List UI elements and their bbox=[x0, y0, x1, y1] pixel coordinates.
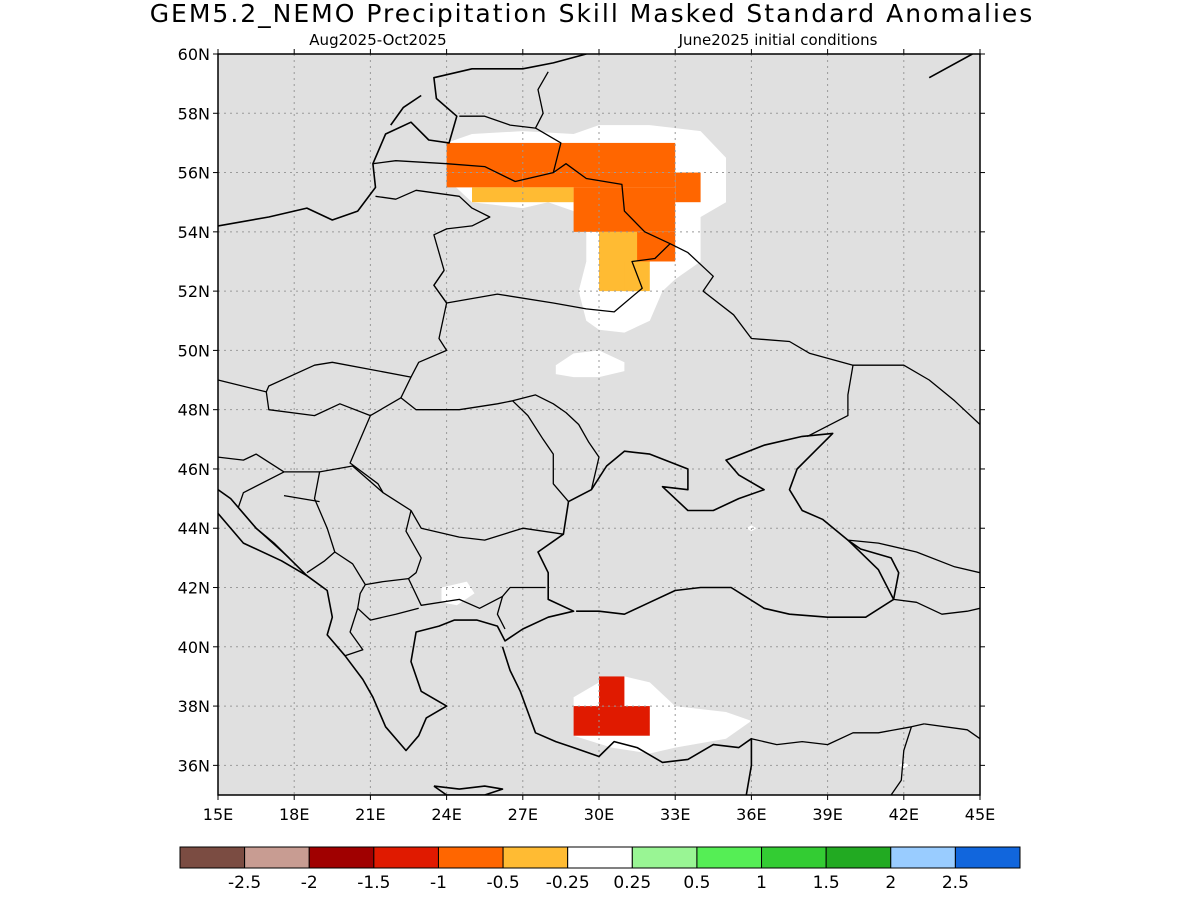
colorbar-label: 1 bbox=[756, 873, 767, 893]
border-line-10 bbox=[218, 453, 320, 473]
lat-tick-label: 42N bbox=[178, 579, 210, 598]
border-line-2 bbox=[400, 376, 600, 490]
coastlines bbox=[218, 54, 973, 795]
coastline-3 bbox=[501, 646, 753, 795]
coastline-2 bbox=[218, 432, 895, 752]
neutral-region-3 bbox=[441, 581, 475, 606]
colorbar-label: 2 bbox=[885, 873, 896, 893]
neutral-region-1 bbox=[555, 350, 625, 378]
coastline-0 bbox=[218, 54, 587, 227]
longitude-axis: 15E 18E 21E 24E 27E 30E 33E 36E 39E 42E 45E bbox=[203, 49, 995, 824]
border-line-7 bbox=[357, 577, 419, 621]
lat-tick-label: 36N bbox=[178, 756, 210, 775]
colorbar-swatch-6 bbox=[567, 846, 633, 869]
border-line-17 bbox=[893, 598, 980, 615]
country-borders bbox=[218, 71, 980, 795]
border-line-19 bbox=[751, 723, 925, 746]
border-line-13 bbox=[283, 494, 320, 503]
colorbar-label: 0.5 bbox=[683, 873, 710, 893]
anomaly-cell-1 bbox=[446, 172, 472, 188]
border-line-1 bbox=[218, 270, 448, 393]
lon-tick-label: 21E bbox=[355, 805, 385, 824]
border-line-5 bbox=[405, 510, 546, 609]
lon-tick-label: 18E bbox=[279, 805, 309, 824]
lat-tick-label: 44N bbox=[178, 519, 210, 538]
border-line-20 bbox=[890, 726, 913, 795]
lat-tick-label: 56N bbox=[178, 164, 210, 183]
colorbar-label: 2.5 bbox=[942, 873, 969, 893]
anomaly-cell-4 bbox=[675, 172, 701, 203]
colorbar-swatch-7 bbox=[631, 846, 698, 869]
coastline-5 bbox=[218, 489, 308, 577]
colorbar-label: -2 bbox=[301, 873, 318, 893]
colorbar-label: -0.5 bbox=[486, 873, 519, 893]
border-line-8 bbox=[344, 608, 364, 657]
colorbar-swatch-3 bbox=[373, 846, 439, 869]
colorbar-swatch-9 bbox=[761, 846, 827, 869]
lon-tick-label: 24E bbox=[431, 805, 461, 824]
anomaly-cell-0 bbox=[446, 142, 676, 173]
lon-tick-label: 33E bbox=[660, 805, 690, 824]
colorbar-swatch-2 bbox=[308, 846, 375, 869]
border-line-18 bbox=[847, 539, 980, 574]
colorbar-label: -0.25 bbox=[546, 873, 590, 893]
anomaly-cell-10 bbox=[599, 676, 625, 707]
latitude-axis: 60N 58N 56N 54N 52N 50N 48N 46N 44N 42N 40N 38N 36N bbox=[178, 45, 985, 775]
lon-tick-label: 30E bbox=[584, 805, 614, 824]
coastline-7 bbox=[928, 54, 973, 79]
lat-tick-label: 58N bbox=[178, 104, 210, 123]
map-gridlines bbox=[218, 54, 980, 795]
colorbar-label: 1.5 bbox=[813, 873, 840, 893]
lat-tick-label: 40N bbox=[178, 638, 210, 657]
map-title: GEM5.2_NEMO Precipitation Skill Masked S… bbox=[150, 0, 1035, 28]
lon-tick-label: 39E bbox=[812, 805, 842, 824]
border-line-3 bbox=[512, 400, 569, 503]
colorbar-legend: -2.5 -2 -1.5 -1 -0.5 -0.25 0.25 0.5 1 1.5 2 2.5 bbox=[179, 846, 1021, 893]
colorbar-swatch-8 bbox=[696, 846, 763, 869]
colorbar-label: -2.5 bbox=[228, 873, 261, 893]
anomaly-cell-11 bbox=[573, 706, 650, 736]
coastline-4 bbox=[433, 785, 504, 795]
colorbar-swatch-11 bbox=[890, 846, 956, 869]
lon-tick-label: 27E bbox=[508, 805, 538, 824]
lat-tick-label: 46N bbox=[178, 460, 210, 479]
border-line-22 bbox=[534, 71, 562, 173]
lat-tick-label: 60N bbox=[178, 45, 210, 64]
border-line-14 bbox=[334, 551, 366, 585]
lat-tick-label: 48N bbox=[178, 401, 210, 420]
coastline-6 bbox=[847, 539, 900, 600]
colorbar-swatch-10 bbox=[825, 846, 892, 869]
lat-tick-label: 50N bbox=[178, 341, 210, 360]
colorbar-swatch-4 bbox=[437, 846, 504, 869]
map-subtitle-initial-conditions: June2025 initial conditions bbox=[678, 31, 878, 49]
border-line-6 bbox=[496, 596, 506, 630]
lon-tick-label: 42E bbox=[889, 805, 919, 824]
lat-tick-label: 52N bbox=[178, 282, 210, 301]
border-line-21 bbox=[924, 723, 980, 740]
map-subtitle-period: Aug2025-Oct2025 bbox=[309, 31, 446, 49]
border-line-9 bbox=[306, 465, 384, 574]
border-line-15 bbox=[669, 243, 854, 437]
lon-tick-label: 36E bbox=[736, 805, 766, 824]
colorbar-label: 0.25 bbox=[613, 873, 651, 893]
border-line-16 bbox=[853, 364, 980, 425]
lat-tick-label: 54N bbox=[178, 223, 210, 242]
lat-tick-label: 38N bbox=[178, 697, 210, 716]
anomaly-cell-2 bbox=[472, 172, 523, 188]
border-line-11 bbox=[265, 391, 371, 417]
colorbar-swatch-1 bbox=[244, 846, 310, 869]
colorbar-swatch-12 bbox=[954, 846, 1021, 869]
lon-tick-label: 45E bbox=[965, 805, 995, 824]
colorbar-swatch-5 bbox=[502, 846, 569, 869]
colorbar-swatch-0 bbox=[179, 846, 246, 869]
colorbar-label: -1 bbox=[430, 873, 447, 893]
coastline-1 bbox=[390, 94, 422, 126]
anomaly-cell-5 bbox=[472, 187, 574, 203]
lon-tick-label: 15E bbox=[203, 805, 233, 824]
colorbar-label: -1.5 bbox=[357, 873, 390, 893]
border-line-23 bbox=[459, 115, 536, 129]
